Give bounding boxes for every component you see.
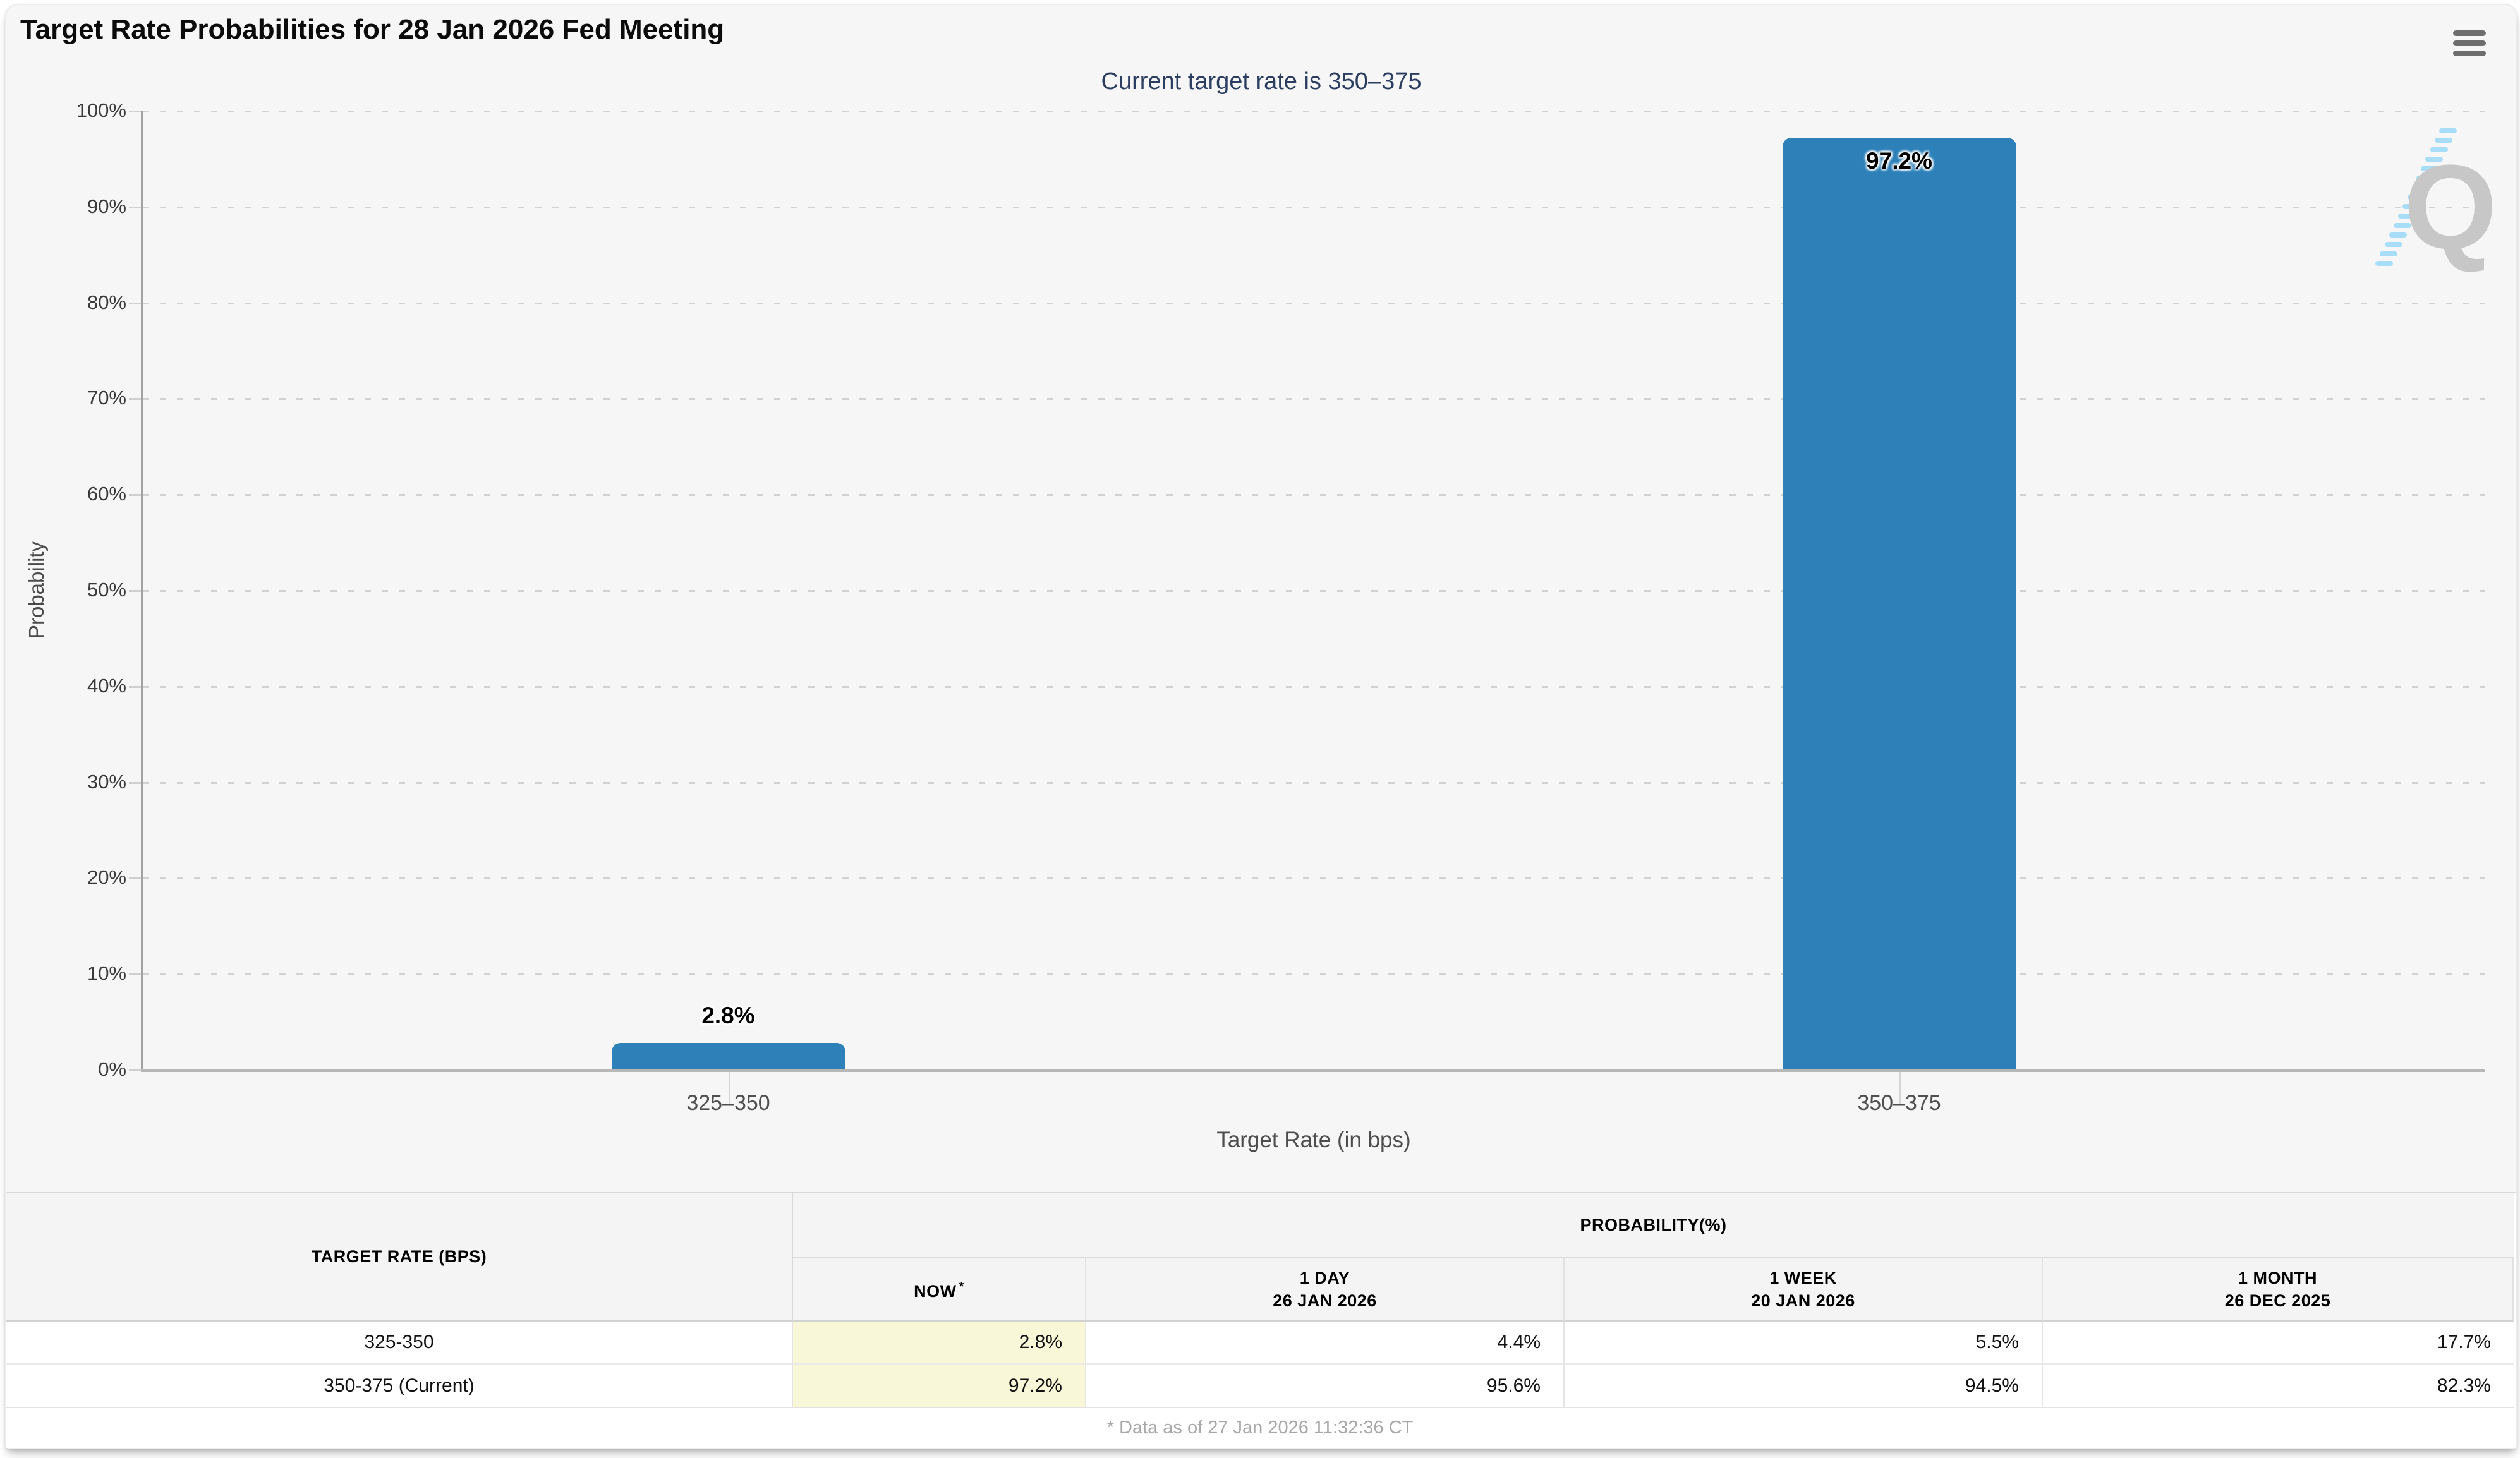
table-cell-1-week: 5.5% [1565, 1322, 2043, 1365]
table-cell-1-week: 94.5% [1565, 1365, 2043, 1408]
col-header-1-week-date: 20 JAN 2026 [1751, 1291, 1855, 1310]
y-axis-tick [129, 590, 143, 592]
col-header-now: NOW * [793, 1258, 1086, 1322]
y-axis-tick [129, 877, 143, 880]
table-cell-1-day: 4.4% [1086, 1322, 1565, 1365]
hamburger-menu-icon [2453, 50, 2486, 56]
watermark-dash-icon [2398, 214, 2416, 219]
y-axis-label: 80% [87, 291, 126, 313]
hamburger-menu-icon [2453, 30, 2486, 36]
table-footnote: * Data as of 27 Jan 2026 11:32:36 CT [6, 1408, 2514, 1448]
gridline [143, 877, 2485, 880]
col-header-1-day-date: 26 JAN 2026 [1273, 1291, 1377, 1310]
bar-350-375[interactable]: 97.2% [1782, 137, 2016, 1069]
gridline [143, 685, 2485, 688]
col-header-1-month-label: 1 MONTH [2238, 1268, 2317, 1287]
y-axis-label: 40% [87, 674, 126, 697]
x-axis-line [141, 1069, 2485, 1072]
gridline [143, 206, 2485, 208]
table-cell-rate: 325-350 [6, 1322, 793, 1365]
y-axis-label: 90% [87, 195, 126, 217]
watermark-dash-icon [2430, 147, 2448, 152]
x-axis-tick [728, 1072, 730, 1104]
chart-title: Target Rate Probabilities for 28 Jan 202… [20, 14, 725, 45]
watermark-dash-icon [2416, 176, 2434, 181]
y-axis-tick [129, 973, 143, 976]
y-axis-tick [129, 781, 143, 784]
table-cell-now: 97.2% [793, 1365, 1086, 1408]
y-axis-tick [129, 302, 143, 304]
chart-subtitle: Current target rate is 350–375 [1101, 68, 1422, 95]
x-axis-category-label: 325–350 [686, 1091, 770, 1115]
gridline [143, 590, 2485, 592]
col-header-now-label: NOW [914, 1282, 957, 1301]
y-axis-label: 30% [87, 770, 126, 793]
y-axis-tick [129, 494, 143, 497]
y-axis-title: Probability [25, 541, 48, 639]
watermark-dash-icon [2425, 157, 2444, 162]
x-axis-category-label: 350–375 [1857, 1091, 1941, 1115]
bar-325-350[interactable]: 2.8% [611, 1003, 845, 1069]
chart-context-menu-button[interactable] [2449, 24, 2490, 62]
col-header-target-rate: TARGET RATE (BPS) [6, 1193, 793, 1322]
watermark-dash-icon [2380, 251, 2398, 256]
watermark-dash-icon [2434, 138, 2452, 143]
watermark-dash-icon [2411, 185, 2430, 190]
table-cell-1-day: 95.6% [1086, 1365, 1565, 1408]
col-header-1-week-label: 1 WEEK [1769, 1268, 1837, 1287]
gridline [143, 494, 2485, 497]
col-group-header-probability: PROBABILITY(%) [793, 1193, 2514, 1258]
x-axis-title: Target Rate (in bps) [1216, 1128, 1411, 1152]
col-header-1-month-date: 26 DEC 2025 [2224, 1291, 2331, 1310]
y-axis-label: 70% [87, 387, 126, 409]
col-header-1-day: 1 DAY 26 JAN 2026 [1086, 1258, 1565, 1322]
hamburger-menu-icon [2453, 40, 2486, 46]
col-header-1-week: 1 WEEK 20 JAN 2026 [1565, 1258, 2043, 1322]
table-cell-1-month: 82.3% [2043, 1365, 2514, 1408]
probability-table: TARGET RATE (BPS) PROBABILITY(%) NOW * 1 … [6, 1192, 2516, 1448]
y-axis-tick [129, 685, 143, 688]
y-axis-tick [129, 398, 143, 401]
watermark-dash-icon [2407, 195, 2425, 200]
y-axis-label: 20% [87, 866, 126, 889]
watermark-dash-icon [2375, 261, 2394, 266]
y-axis-label: 50% [87, 579, 126, 601]
gridline [143, 781, 2485, 784]
chart-card: Target Rate Probabilities for 28 Jan 202… [5, 4, 2517, 1449]
col-header-1-day-label: 1 DAY [1299, 1268, 1350, 1287]
table-cell-rate: 350-375 (Current) [6, 1365, 793, 1408]
y-axis-tick [129, 111, 143, 112]
y-axis-label: 0% [98, 1058, 126, 1080]
gridline [143, 973, 2485, 976]
watermark-dash-icon [2389, 232, 2407, 238]
gridline [143, 111, 2485, 112]
bar-value-label: 97.2% [1866, 147, 1932, 174]
y-axis-tick [129, 1069, 143, 1071]
gridline [143, 302, 2485, 304]
footnote-asterisk: * [959, 1280, 964, 1294]
gridline [143, 398, 2485, 401]
y-axis-label: 100% [76, 99, 126, 121]
col-header-1-month: 1 MONTH 26 DEC 2025 [2043, 1258, 2514, 1322]
bar-value-label: 2.8% [701, 1002, 755, 1028]
watermark-dash-icon [2394, 223, 2411, 228]
y-axis-tick [129, 206, 143, 208]
y-axis-label: 10% [87, 962, 126, 985]
watermark-dash-icon [2384, 242, 2402, 247]
x-axis-tick [1899, 1072, 1901, 1104]
plot-area: 100% 90% 80% 70% 60% 50% 40% 30% 20% 10%… [25, 100, 2497, 1153]
table-cell-1-month: 17.7% [2043, 1322, 2514, 1365]
watermark-dash-icon [2439, 128, 2457, 133]
y-axis-label: 60% [87, 483, 126, 505]
watermark-dash-icon [2421, 166, 2439, 171]
y-axis-line [141, 111, 143, 1072]
table-cell-now: 2.8% [793, 1322, 1086, 1365]
